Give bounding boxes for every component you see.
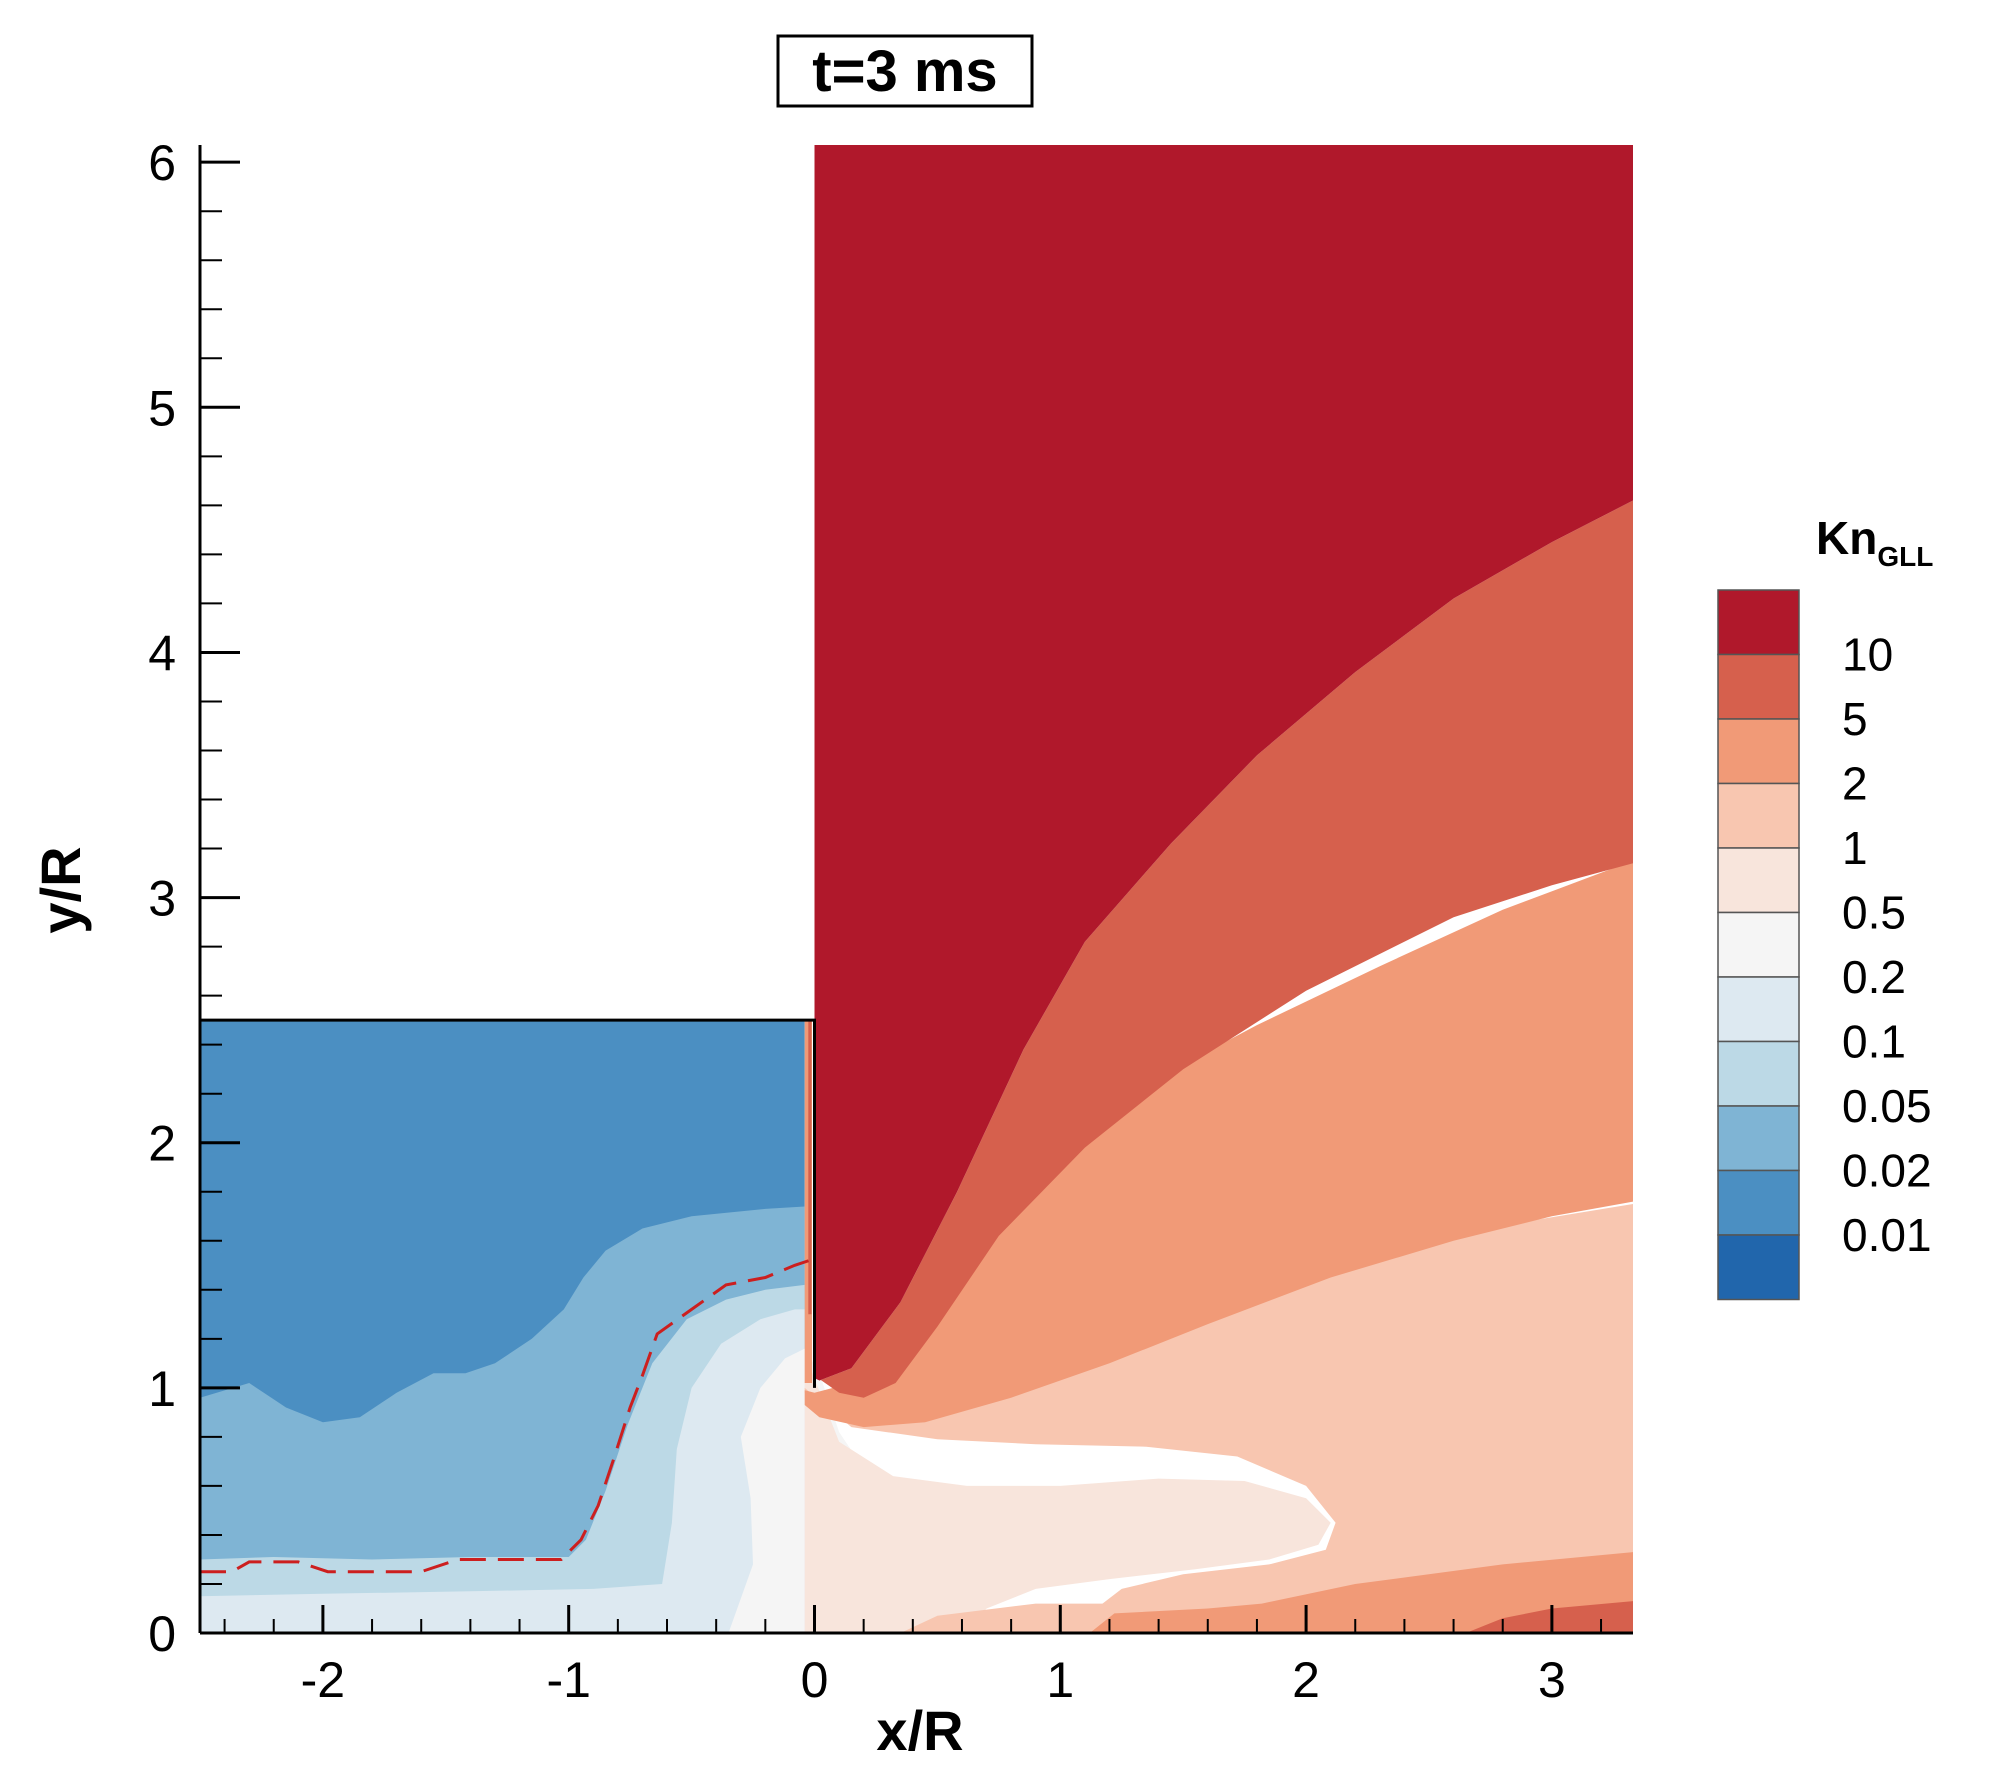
legend-swatch — [1717, 976, 1800, 1043]
legend-level-label: 0.5 — [1842, 887, 1906, 939]
y-tick-label: 2 — [148, 1116, 176, 1172]
y-tick-label: 5 — [148, 380, 176, 436]
legend-swatch — [1717, 1040, 1800, 1107]
y-axis-label: y/R — [29, 846, 92, 933]
region-plume-1 — [804, 1353, 1331, 1633]
region-plume-2 — [804, 1204, 1633, 1633]
legend-swatch — [1717, 1169, 1800, 1236]
contour-regions — [200, 145, 1633, 1633]
y-tick-label: 4 — [148, 625, 176, 681]
axes: -2 -1 0 1 2 3 0 1 2 3 4 5 6 — [148, 135, 1633, 1708]
legend-swatch — [1717, 1105, 1800, 1172]
legend-level-label: 1 — [1842, 822, 1868, 874]
legend-level-label: 0.05 — [1842, 1080, 1932, 1132]
legend-swatch — [1717, 847, 1800, 914]
x-tick-label: -1 — [546, 1652, 590, 1708]
chart-title: t=3 ms — [812, 39, 997, 104]
region-floor-5 — [1089, 1552, 1633, 1633]
dashed-contour-line — [200, 1258, 811, 1574]
legend-title-main: Kn — [1816, 512, 1877, 564]
legend-swatch — [1717, 589, 1800, 656]
x-tick-label: 3 — [1538, 1652, 1566, 1708]
y-tick-label: 0 — [148, 1606, 176, 1662]
x-tick-label: 1 — [1046, 1652, 1074, 1708]
x-tick-label: -2 — [301, 1652, 345, 1708]
x-tick-label: 0 — [801, 1652, 829, 1708]
legend-swatch — [1717, 782, 1800, 849]
legend-level-label: 0.1 — [1842, 1016, 1906, 1068]
y-tick-label: 1 — [148, 1361, 176, 1417]
legend-level-label: 10 — [1842, 629, 1893, 681]
x-tick-label: 2 — [1292, 1652, 1320, 1708]
contour-lines — [200, 1018, 816, 1574]
nozzle-boundary — [200, 1018, 816, 1388]
legend-swatch — [1717, 1234, 1800, 1301]
region-floor-10 — [1465, 1601, 1633, 1633]
y-tick-label: 6 — [148, 135, 176, 191]
region-chamber-0.1 — [200, 1284, 805, 1633]
x-axis-label: x/R — [876, 1699, 963, 1762]
legend-swatch — [1717, 653, 1800, 720]
legend: KnGLL 10 5 2 1 0.5 0.2 0.1 0.05 0.02 0.01 — [1717, 512, 1933, 1301]
legend-swatch — [1717, 911, 1800, 978]
region-plume-5 — [804, 860, 1633, 1428]
region-plume-10 — [814, 500, 1633, 1398]
region-nozzle-lip-10 — [808, 1020, 812, 1315]
y-tick-label: 3 — [148, 871, 176, 927]
title-frame — [776, 34, 1034, 108]
legend-level-label: 0.01 — [1842, 1209, 1932, 1261]
legend-swatch — [1717, 718, 1800, 785]
title-box: t=3 ms — [776, 34, 1034, 108]
legend-level-label: 5 — [1842, 693, 1868, 745]
legend-title-sub: GLL — [1877, 541, 1933, 572]
legend-level-label: 0.02 — [1842, 1145, 1932, 1197]
legend-title: KnGLL — [1816, 512, 1933, 572]
legend-level-label: 2 — [1842, 758, 1868, 810]
region-plume-high — [814, 145, 1633, 1381]
legend-level-label: 0.2 — [1842, 951, 1906, 1003]
region-chamber-0.5 — [728, 1348, 805, 1633]
